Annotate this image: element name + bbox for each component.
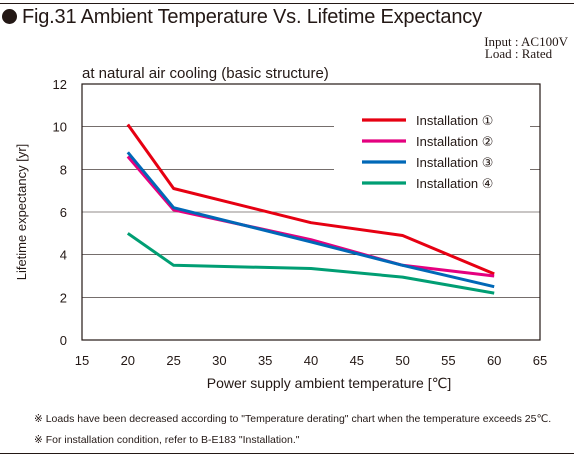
x-tick-label: 60 (487, 353, 501, 368)
footnote-installation: ※ For installation condition, refer to B… (34, 434, 300, 446)
legend-label-2: Installation ② (416, 134, 493, 149)
y-tick-label: 0 (60, 333, 67, 348)
x-tick-label: 35 (258, 353, 272, 368)
y-tick-label: 8 (60, 162, 67, 177)
legend-label-3: Installation ③ (416, 155, 493, 170)
condition-label: Load (484, 46, 512, 61)
condition-label: Input (484, 34, 512, 49)
x-tick-label: 15 (75, 353, 89, 368)
x-tick-label: 40 (304, 353, 318, 368)
series-line-3 (126, 151, 495, 289)
condition-input: Input : AC100V (460, 34, 568, 49)
x-tick-label: 65 (533, 353, 547, 368)
series-line-2 (126, 155, 495, 278)
legend-label-1: Installation ① (416, 113, 493, 128)
figure-title: Fig.31 Ambient Temperature Vs. Lifetime … (2, 5, 482, 29)
bottom-rule (0, 453, 574, 454)
condition-load: Load : Rated (460, 46, 568, 61)
x-tick-label: 30 (212, 353, 226, 368)
x-tick-label: 25 (166, 353, 180, 368)
figure-title-text: Fig.31 Ambient Temperature Vs. Lifetime … (22, 6, 482, 28)
y-tick-label: 12 (53, 77, 67, 92)
y-axis-title: Lifetime expectancy [yr] (14, 144, 29, 281)
x-axis-title: Power supply ambient temperature [℃] (207, 375, 452, 391)
series-line-1 (126, 123, 495, 276)
footnotes: ※ Loads have been decreased according to… (34, 409, 551, 451)
legend-label-4: Installation ④ (416, 176, 493, 191)
top-rule (0, 3, 574, 4)
x-tick-label: 45 (350, 353, 364, 368)
condition-value: AC100V (521, 34, 568, 49)
y-tick-label: 2 (60, 290, 67, 305)
series-line-4 (126, 232, 495, 295)
bullet-icon (2, 9, 17, 24)
footnote-derating: ※ Loads have been decreased according to… (34, 413, 552, 425)
y-tick-label: 6 (60, 205, 67, 220)
x-tick-label: 50 (395, 353, 409, 368)
y-tick-label: 4 (60, 248, 67, 263)
x-tick-label: 55 (441, 353, 455, 368)
chart-title: at natural air cooling (basic structure) (82, 65, 329, 82)
x-tick-label: 20 (121, 353, 135, 368)
legend-box (334, 108, 530, 191)
condition-value: Rated (521, 46, 553, 61)
lifetime-chart: 0 2 4 6 8 10 12 15 20 25 30 35 40 45 50 55 60 65 at natura… (14, 65, 547, 391)
y-tick-label: 10 (53, 120, 67, 135)
test-conditions: Input : AC100V Load : Rated (460, 34, 568, 61)
